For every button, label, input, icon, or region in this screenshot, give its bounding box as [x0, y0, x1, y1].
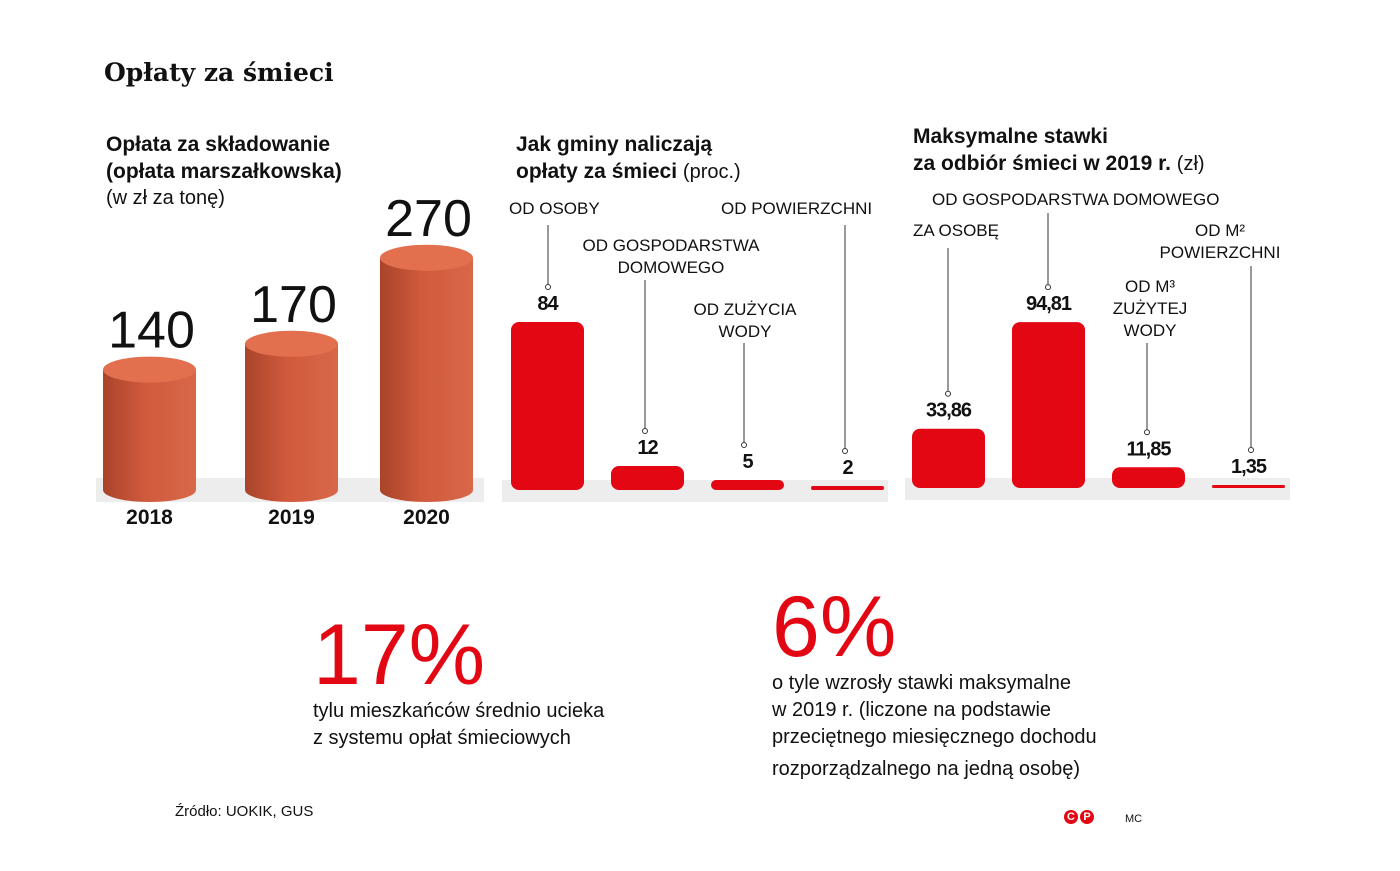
author-initials: MC	[1125, 813, 1143, 825]
value-label: 11,85	[1127, 438, 1172, 460]
fact-text-line: z systemu opłat śmieciowych	[313, 727, 571, 749]
bar	[912, 428, 985, 488]
chart1-subtitle: (w zł za tonę)	[106, 187, 225, 209]
chart2-subtitle: (proc.)	[682, 161, 741, 183]
chart2-category-label: OD GOSPODARSTWA DOMOWEGO	[582, 236, 760, 277]
chart1-title-line: Opłata za składowanie	[106, 133, 331, 156]
leader-dot	[945, 390, 951, 397]
bar	[611, 466, 684, 490]
bar	[811, 486, 884, 490]
fact-2: 6% o tyle wzrosły stawki maksymalne w 20…	[772, 584, 1097, 783]
chart3-title-line: za odbiór śmieci w 2019 r.	[913, 152, 1171, 175]
cylinder-bar	[103, 369, 196, 502]
leader-dot	[1045, 284, 1051, 291]
bar	[1012, 322, 1085, 488]
leader-dot	[741, 442, 747, 448]
bar	[511, 322, 584, 490]
page-title: Opłaty za śmieci	[104, 58, 334, 87]
chart3-title: Maksymalne stawki za odbiór śmieci w 201…	[913, 123, 1205, 178]
leader-dot	[545, 284, 551, 290]
fact-text-line: tylu mieszkańców średnio ucieka	[313, 700, 605, 722]
year-label: 2020	[403, 506, 450, 529]
year-label: 2019	[268, 506, 315, 529]
fact-text-line: w 2019 r. (liczone na podstawie	[772, 699, 1052, 721]
value-label: 270	[385, 190, 472, 248]
value-label: 1,35	[1231, 456, 1267, 478]
chart3-category-label: OD GOSPODARSTWA DOMOWEGO	[932, 190, 1220, 209]
cylinder-top	[380, 244, 473, 271]
fact-value: 6%	[772, 579, 897, 675]
leader-dot	[1248, 447, 1254, 453]
cylinder-bar	[245, 343, 338, 503]
logo-cp: C P	[1064, 810, 1094, 824]
chart2-category-label: OD OSOBY	[509, 199, 600, 218]
bar	[1112, 467, 1185, 488]
leader-dot	[1144, 429, 1150, 436]
fact-1: 17% tylu mieszkańców średnio ucieka z sy…	[313, 612, 604, 752]
chart1-title-line: (opłata marszałkowska)	[106, 160, 342, 183]
copyright-icon: C	[1064, 810, 1078, 824]
chart2-floor	[502, 480, 888, 502]
value-label: 140	[108, 302, 195, 360]
chart3-floor	[905, 478, 1290, 500]
chart2-title: Jak gminy naliczają opłaty za śmieci (pr…	[516, 131, 741, 186]
p-icon: P	[1080, 810, 1094, 824]
cylinder-bar	[380, 257, 473, 503]
bar	[1212, 485, 1285, 488]
value-label: 5	[742, 451, 753, 473]
chart3-title-line: Maksymalne stawki	[913, 125, 1108, 148]
source-note: Źródło: UOKIK, GUS	[175, 803, 314, 820]
value-label: 2	[842, 457, 853, 479]
fact-value: 17%	[313, 607, 486, 703]
leader-dot	[642, 428, 648, 434]
year-label: 2018	[126, 506, 173, 529]
chart3-category-label: OD M² POWIERZCHNI	[1159, 221, 1281, 262]
value-label: 94,81	[1026, 293, 1072, 315]
fact-text-line: o tyle wzrosły stawki maksymalne	[772, 672, 1071, 694]
value-label: 84	[537, 293, 559, 315]
chart2-title-line: opłaty za śmieci	[516, 160, 678, 183]
value-label: 33,86	[926, 400, 972, 422]
value-label: 12	[637, 437, 658, 459]
chart2-title-line: Jak gminy naliczają	[516, 133, 713, 156]
cylinder-top	[103, 356, 196, 383]
chart2-category-label: OD ZUŻYCIA WODY	[693, 300, 797, 341]
chart3-category-label: ZA OSOBĘ	[913, 221, 999, 240]
chart3-subtitle: (zł)	[1176, 153, 1205, 175]
cylinder-top	[245, 330, 338, 357]
fact-text-line: rozporządzalnego na jedną osobę)	[772, 758, 1080, 780]
chart2-category-label: OD POWIERZCHNI	[721, 199, 873, 218]
chart3-category-label: OD M³ ZUŻYTEJ WODY	[1112, 277, 1188, 340]
leader-dot	[842, 448, 848, 454]
chart1-title: Opłata za składowanie (opłata marszałkow…	[106, 131, 342, 212]
value-label: 170	[250, 276, 337, 334]
fact-text-line: przeciętnego miesięcznego dochodu	[772, 726, 1097, 748]
bar	[711, 480, 784, 490]
